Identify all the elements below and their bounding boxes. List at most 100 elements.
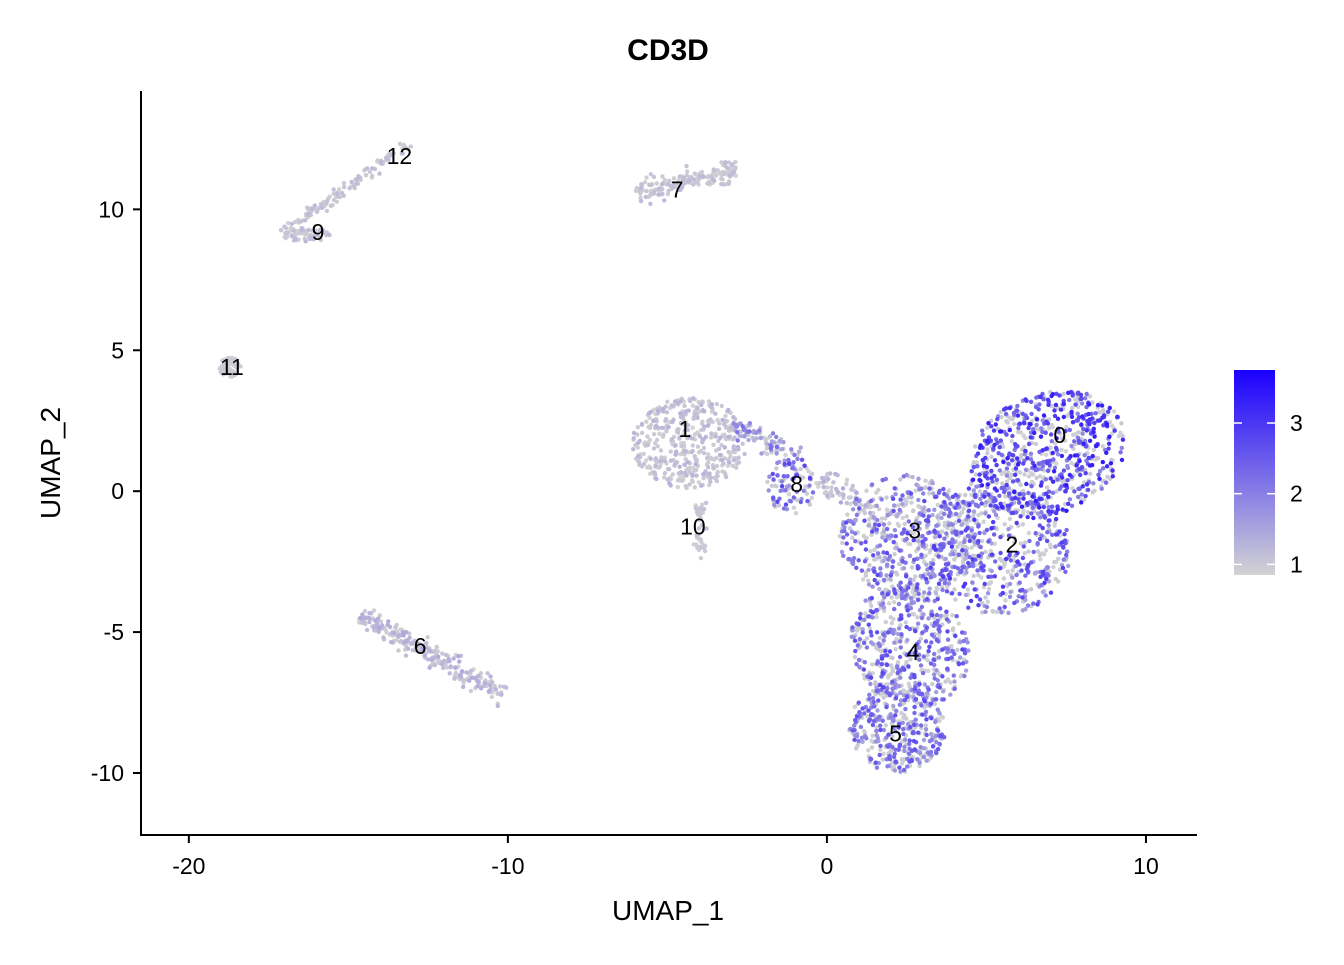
data-point: [1110, 468, 1115, 473]
data-point: [906, 664, 911, 669]
data-point: [314, 209, 320, 214]
data-point: [993, 498, 998, 503]
data-point: [297, 231, 302, 236]
data-point: [901, 588, 906, 594]
data-point: [890, 564, 895, 570]
data-point: [1057, 550, 1062, 555]
data-point: [705, 181, 710, 186]
data-point: [1026, 425, 1031, 431]
data-point: [1088, 471, 1093, 476]
data-point: [645, 434, 650, 439]
data-point: [891, 599, 897, 605]
data-point: [1090, 400, 1095, 405]
data-point: [1024, 501, 1030, 506]
data-point: [992, 486, 998, 491]
data-point: [964, 659, 969, 665]
data-point: [928, 575, 933, 580]
data-point: [861, 533, 866, 539]
data-point: [870, 733, 875, 738]
data-point: [934, 494, 939, 499]
data-point: [676, 182, 682, 187]
data-point: [1038, 515, 1043, 520]
data-point: [1004, 418, 1009, 424]
data-point: [1028, 457, 1034, 462]
data-point: [980, 600, 985, 606]
data-point: [1074, 463, 1079, 468]
data-point: [941, 544, 946, 549]
data-point: [663, 417, 669, 422]
data-point: [1026, 530, 1032, 536]
data-point: [941, 697, 946, 702]
data-point: [751, 438, 757, 443]
data-point: [785, 474, 790, 479]
data-point: [876, 698, 881, 703]
data-point: [933, 547, 938, 552]
data-point: [989, 468, 994, 474]
data-point: [691, 416, 696, 421]
data-point: [943, 556, 948, 562]
data-point: [919, 615, 925, 621]
chart-title: CD3D: [627, 34, 709, 67]
data-point: [306, 227, 311, 233]
data-point: [1010, 433, 1015, 439]
data-point: [1027, 421, 1033, 427]
data-point: [929, 737, 934, 743]
data-point: [978, 478, 983, 483]
data-point: [925, 596, 930, 602]
data-point: [928, 701, 934, 706]
data-point: [924, 625, 930, 630]
data-point: [965, 587, 971, 592]
data-point: [1015, 559, 1020, 565]
data-point: [977, 530, 982, 536]
data-point: [891, 539, 896, 545]
data-point: [662, 475, 667, 480]
data-point: [690, 443, 695, 448]
data-point: [670, 472, 675, 477]
data-point: [1059, 436, 1065, 441]
data-point: [478, 686, 484, 691]
data-point: [902, 667, 907, 672]
data-point: [897, 548, 902, 553]
data-point: [1003, 494, 1008, 499]
data-point: [823, 489, 828, 495]
data-point: [679, 443, 684, 449]
data-point: [1030, 505, 1035, 511]
y-tick-label: -10: [91, 760, 124, 786]
data-point: [1004, 482, 1009, 488]
data-point: [841, 535, 846, 540]
data-point: [370, 166, 375, 171]
data-point: [1119, 457, 1125, 463]
data-point: [1072, 453, 1078, 458]
data-point: [893, 491, 898, 497]
data-point: [764, 451, 770, 457]
data-point: [880, 718, 885, 723]
data-point: [985, 482, 990, 487]
data-point: [904, 514, 909, 519]
data-point: [701, 445, 707, 451]
data-point: [310, 228, 315, 233]
data-point: [921, 754, 927, 760]
data-point: [990, 479, 995, 484]
data-point: [682, 462, 688, 467]
data-point: [721, 171, 726, 176]
data-point: [1061, 391, 1066, 397]
data-point: [1017, 421, 1023, 426]
data-point: [660, 191, 665, 197]
data-point: [866, 622, 871, 627]
data-point: [684, 173, 689, 178]
data-point: [888, 573, 893, 578]
data-point: [278, 228, 284, 233]
data-point: [1079, 401, 1085, 406]
data-point: [927, 591, 932, 596]
data-point: [917, 763, 922, 769]
data-point: [319, 205, 325, 210]
data-point: [854, 490, 859, 495]
data-point: [371, 608, 377, 613]
data-point: [653, 423, 659, 429]
data-point: [1032, 430, 1037, 436]
data-point: [405, 646, 411, 651]
data-point: [861, 672, 867, 678]
data-point: [929, 632, 935, 637]
